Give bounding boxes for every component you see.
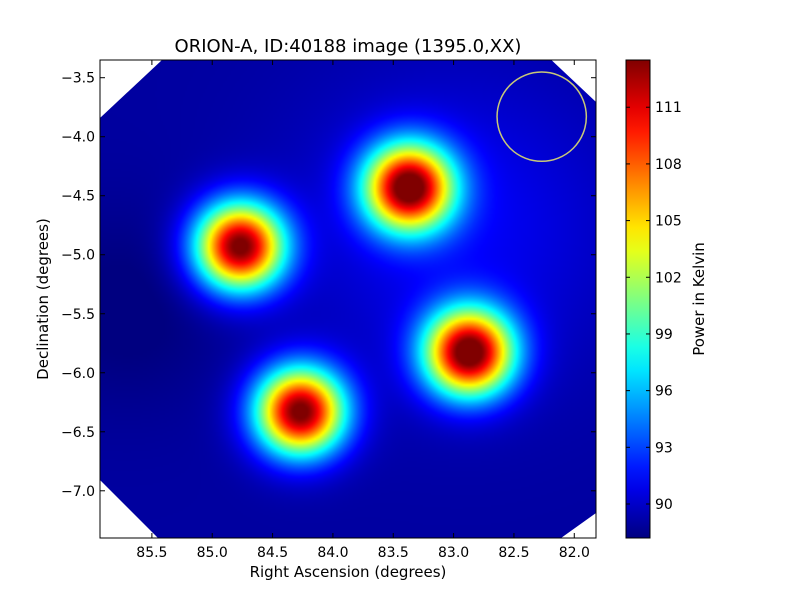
colorbar-frame [625, 59, 651, 539]
x-tick-label: 82.5 [498, 545, 529, 561]
x-tick-label: 85.0 [197, 545, 228, 561]
y-tick-label: −7.0 [61, 484, 95, 500]
heatmap-image [100, 60, 596, 538]
plot-area [99, 59, 597, 539]
colorbar: 90 93 96 99 102 105 108 111 Power in Kelvin [625, 59, 708, 539]
y-tick-label: −5.0 [61, 248, 95, 264]
x-axis-label: Right Ascension (degrees) [250, 563, 447, 581]
colorbar-tick-label: 93 [655, 440, 673, 456]
y-axis-ticks: −3.5 −4.0 −4.5 −5.0 −5.5 −6.0 −6.5 −7.0 [61, 71, 596, 500]
colorbar-gradient [626, 60, 650, 538]
y-tick-label: −4.5 [61, 189, 95, 205]
colorbar-ticks: 90 93 96 99 102 105 108 111 [626, 100, 682, 513]
axes-frame [99, 59, 597, 539]
x-tick-label: 84.0 [317, 545, 348, 561]
y-tick-label: −5.5 [61, 307, 95, 323]
y-tick-label: −6.0 [61, 366, 95, 382]
x-axis-ticks: 85.5 85.0 84.5 84.0 83.5 83.0 82.5 82.0 [136, 60, 590, 561]
beam-circle [496, 71, 588, 163]
colorbar-tick-label: 102 [655, 270, 682, 286]
x-tick-label: 82.0 [559, 545, 590, 561]
colorbar-label: Power in Kelvin [690, 242, 708, 356]
x-tick-label: 83.0 [438, 545, 469, 561]
y-axis-label: Declination (degrees) [34, 218, 52, 380]
colorbar-tick-label: 108 [655, 157, 682, 173]
y-tick-label: −3.5 [61, 71, 95, 87]
y-tick-label: −4.0 [61, 130, 95, 146]
x-tick-label: 85.5 [136, 545, 167, 561]
colorbar-tick-label: 90 [655, 497, 673, 513]
x-tick-label: 84.5 [257, 545, 288, 561]
colorbar-tick-label: 96 [655, 384, 673, 400]
chart-title: ORION-A, ID:40188 image (1395.0,XX) [175, 36, 522, 57]
y-tick-label: −6.5 [61, 425, 95, 441]
colorbar-tick-label: 105 [655, 214, 682, 230]
colorbar-tick-label: 99 [655, 327, 673, 343]
colorbar-tick-label: 111 [655, 100, 682, 116]
x-tick-label: 83.5 [378, 545, 409, 561]
